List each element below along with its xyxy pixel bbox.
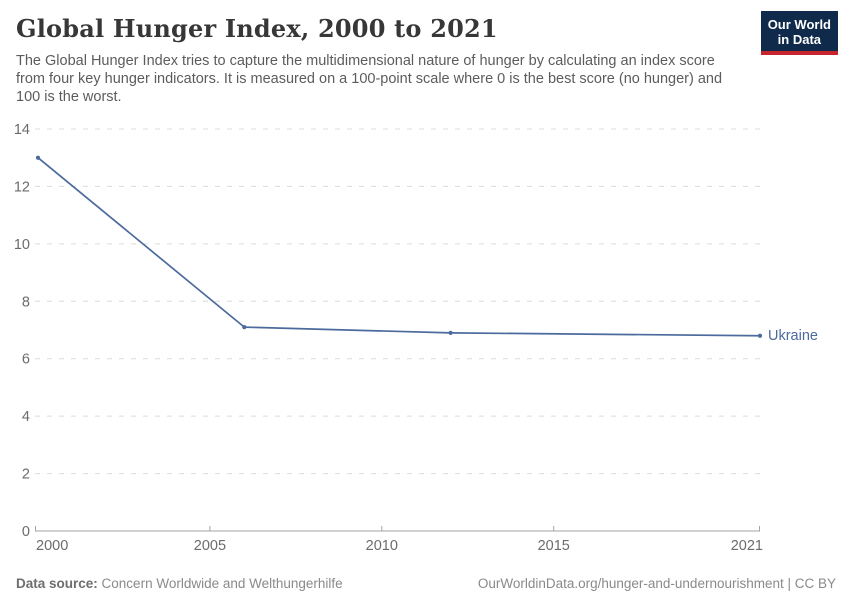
- chart-footer: Data source: Concern Worldwide and Welth…: [16, 576, 836, 591]
- subtitle-line: 100 is the worst.: [16, 89, 122, 105]
- y-tick-label: 10: [14, 237, 30, 253]
- credit-line: OurWorldinData.org/hunger-and-undernouri…: [477, 576, 836, 591]
- series-line-ukraine: [37, 157, 761, 337]
- owid-logo: Our World in Data: [760, 11, 838, 55]
- data-source: Data source: Concern Worldwide and Welth…: [16, 576, 343, 591]
- logo-line1: Our World: [767, 17, 831, 32]
- x-tick-label: 2015: [538, 538, 570, 554]
- y-tick-label: 12: [14, 179, 30, 195]
- y-tick-label: 4: [22, 409, 30, 425]
- data-point: [757, 333, 763, 338]
- y-tick-label: 6: [22, 352, 30, 368]
- logo-line2: in Data: [777, 32, 822, 47]
- y-tick-label: 14: [14, 122, 30, 138]
- data-point: [242, 325, 247, 330]
- series-end-label: Ukraine: [768, 328, 818, 344]
- data-point: [35, 155, 41, 160]
- y-tick-label: 0: [22, 524, 30, 540]
- x-tick-label: 2005: [194, 538, 226, 554]
- chart-subtitle: The Global Hunger Index tries to capture…: [16, 52, 722, 106]
- page-title: Global Hunger Index, 2000 to 2021: [16, 14, 498, 43]
- y-tick-label: 2: [22, 467, 30, 483]
- x-tick-label: 2000: [36, 538, 68, 554]
- data-source-label: Data source:: [16, 576, 98, 591]
- x-tick-label: 2010: [366, 538, 398, 554]
- x-tick-label: 2021: [731, 538, 763, 554]
- chart-header: Global Hunger Index, 2000 to 2021 The Gl…: [16, 14, 722, 106]
- subtitle-line: from four key hunger indicators. It is m…: [16, 71, 723, 87]
- y-tick-label: 8: [22, 294, 30, 310]
- data-source-value: Concern Worldwide and Welthungerhilfe: [101, 576, 343, 591]
- subtitle-line: The Global Hunger Index tries to capture…: [16, 53, 715, 69]
- data-point: [448, 330, 453, 335]
